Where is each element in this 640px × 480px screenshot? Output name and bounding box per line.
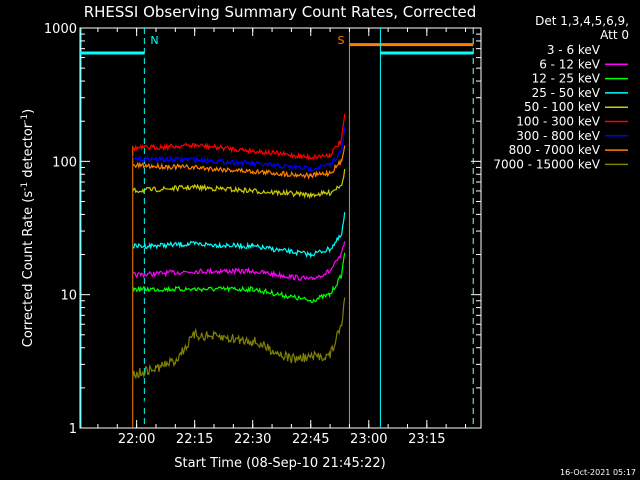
timestamp-footer: 16-Oct-2021 05:17 bbox=[560, 468, 636, 477]
legend-header-line-2: Att 0 bbox=[600, 28, 629, 42]
series-line-8 bbox=[132, 297, 346, 380]
x-tick-label: 22:45 bbox=[292, 432, 329, 447]
x-tick-label: 23:15 bbox=[408, 432, 445, 447]
series-line-2 bbox=[132, 252, 346, 303]
series-line-5 bbox=[132, 114, 346, 161]
legend-entry-label: 300 - 800 keV bbox=[516, 129, 600, 143]
series-layer bbox=[132, 114, 346, 412]
x-tick-label: 22:30 bbox=[234, 432, 271, 447]
series-line-7 bbox=[132, 145, 346, 180]
y-axis-label: Corrected Count Rate (s-1 detector-1) bbox=[20, 109, 36, 347]
legend-entry-label: 100 - 300 keV bbox=[516, 115, 600, 129]
chart-title: RHESSI Observing Summary Count Rates, Co… bbox=[84, 3, 477, 21]
y-tick-label: 100 bbox=[52, 155, 77, 170]
legend-entry-label: 12 - 25 keV bbox=[532, 72, 601, 86]
y-tick-label: 1 bbox=[69, 422, 77, 437]
x-tick-label: 22:00 bbox=[118, 432, 155, 447]
series-line-6 bbox=[132, 126, 346, 172]
x-tick-label: 22:15 bbox=[176, 432, 213, 447]
legend-entry-label: 50 - 100 keV bbox=[524, 100, 601, 114]
legend-entry-label: 7000 - 15000 keV bbox=[493, 157, 600, 171]
plot-area: N S 22:00 22:15 22:30 22:45 23:00 23:15 1 10 100 1… bbox=[44, 22, 482, 447]
legend-header-line-1: Det 1,3,4,5,6,9, bbox=[535, 14, 629, 28]
x-tick-label: 23:00 bbox=[350, 432, 387, 447]
legend-entry-label: 25 - 50 keV bbox=[532, 86, 601, 100]
legend-entry-label: 6 - 12 keV bbox=[539, 57, 601, 71]
series-line-4 bbox=[132, 169, 346, 200]
y-tick-label: 1000 bbox=[44, 22, 77, 37]
series-line-1 bbox=[132, 241, 346, 282]
annotation-label-night: N bbox=[150, 34, 158, 47]
y-tick-label: 10 bbox=[60, 289, 77, 304]
annotation-label-saa: S bbox=[337, 34, 344, 47]
plot-frame bbox=[79, 27, 482, 429]
x-axis-label: Start Time (08-Sep-10 21:45:22) bbox=[174, 456, 385, 471]
axis-layer: 22:00 22:15 22:30 22:45 23:00 23:15 1 10 100 1000 bbox=[44, 22, 481, 447]
legend-entry-label: 3 - 6 keV bbox=[547, 43, 601, 57]
legend-entry-label: 800 - 7000 keV bbox=[509, 143, 601, 157]
series-line-3 bbox=[132, 212, 346, 259]
